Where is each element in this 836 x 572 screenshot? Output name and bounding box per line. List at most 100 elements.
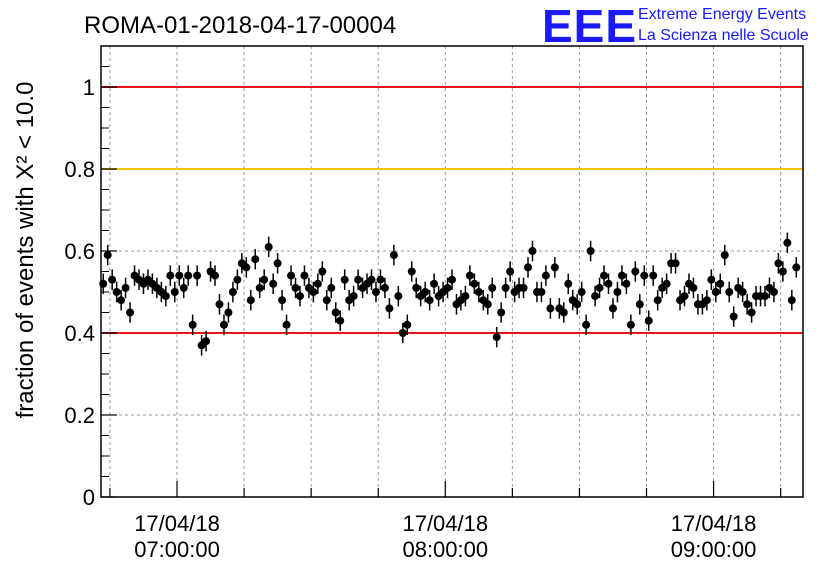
data-marker [743,300,752,309]
data-marker [354,275,363,284]
data-point [600,265,609,286]
data-marker [488,283,497,292]
data-marker [193,271,202,280]
data-point [425,289,434,311]
data-marker [430,279,439,288]
data-point [649,265,658,286]
data-point [595,277,604,299]
data-point [291,277,300,299]
data-point [546,298,555,319]
data-point [461,285,470,307]
data-marker [747,308,756,317]
data-marker [635,300,644,309]
data-marker [385,304,394,313]
data-point [403,314,412,336]
data-marker [309,288,318,296]
data-marker [783,238,792,247]
reference-lines [101,86,803,334]
data-point [295,285,304,307]
chart-title: ROMA-01-2018-04-17-00004 [84,12,396,39]
x-tick-date: 17/04/18 [671,511,757,536]
data-marker [228,288,237,296]
data-marker [778,267,787,276]
data-point [778,261,787,282]
data-point [412,277,421,299]
data-point [537,281,546,303]
data-marker [497,308,506,317]
data-point [108,269,117,290]
logo-mark: EEE [542,0,637,52]
data-marker [170,288,179,296]
data-point [170,281,179,303]
data-point [273,253,282,274]
data-marker [349,292,358,301]
data-marker [336,316,345,325]
data-point [385,298,394,319]
data-marker [716,279,725,288]
data-marker [644,316,653,325]
data-point [792,257,801,278]
data-point [550,257,559,278]
data-marker [242,263,251,272]
data-marker [103,251,112,260]
data-marker [188,320,197,329]
data-point [398,322,407,344]
data-point [564,273,573,295]
data-marker [215,300,224,309]
data-marker [425,296,434,305]
data-point [188,314,197,336]
data-marker [653,296,662,305]
data-marker [108,275,117,284]
data-point [662,273,671,295]
data-marker [318,267,327,276]
data-point [501,277,510,299]
data-marker [492,333,501,342]
data-point [577,281,586,303]
data-marker [367,275,376,284]
data-point [251,248,260,270]
data-marker [398,329,407,337]
data-point [269,273,278,295]
data-marker [166,271,175,280]
data-point [389,244,398,266]
data-point [671,253,680,274]
data-point [738,281,747,303]
data-marker [421,288,430,296]
data-marker [474,288,483,296]
data-marker [331,308,340,317]
data-marker [591,292,600,301]
data-marker [394,292,403,301]
data-point [559,302,568,323]
y-tick-label: 0.2 [64,403,95,428]
data-point [255,277,264,299]
data-marker [707,275,716,284]
data-point [327,277,336,299]
y-tick-label: 0.4 [64,321,95,346]
data-point [376,269,385,290]
data-point [586,240,595,262]
data-point [309,281,318,303]
data-point [707,269,716,290]
data-point [524,257,533,278]
data-point [680,285,689,307]
data-marker [702,296,711,305]
data-point [443,277,452,299]
data-point [264,236,273,258]
data-marker [251,255,260,264]
data-marker [564,279,573,288]
data-marker [519,283,528,292]
data-point [617,265,626,286]
data-marker [224,308,233,317]
data-point [591,285,600,307]
data-marker [671,259,680,268]
data-point [349,285,358,307]
data-marker [546,304,555,313]
data-point [367,269,376,290]
data-marker [126,308,135,317]
data-point [582,314,591,336]
data-marker [617,271,626,280]
data-marker [537,288,546,296]
data-point [260,269,269,290]
data-point [716,273,725,295]
data-point [430,273,439,295]
